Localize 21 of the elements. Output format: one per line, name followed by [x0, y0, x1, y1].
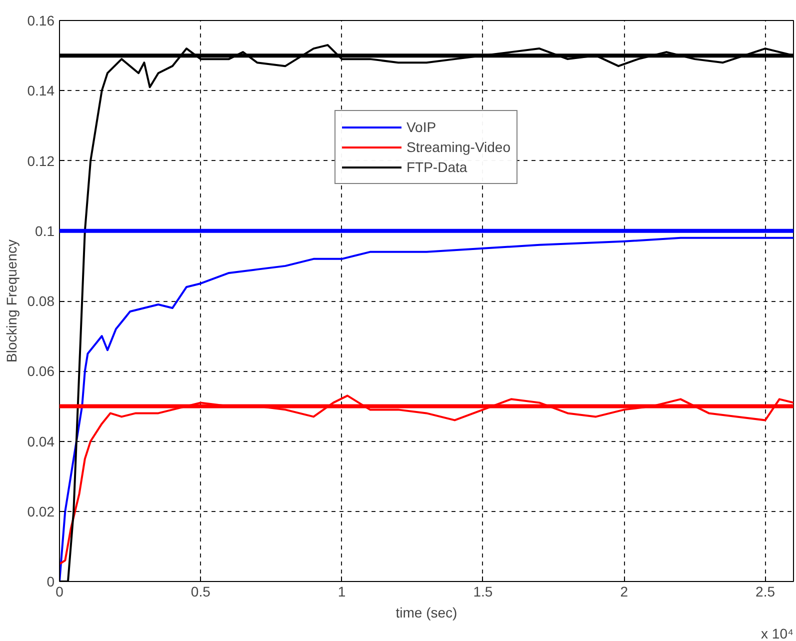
x-tick-label: 0.5 [190, 584, 211, 600]
y-axis-title: Blocking Frequency [3, 240, 20, 362]
legend-label: FTP-Data [406, 159, 468, 175]
text: x 10⁴ [761, 626, 794, 641]
y-tick-label: 0.02 [27, 503, 55, 520]
y-tick-label: 0.08 [27, 293, 55, 309]
x-tick-label: 1 [338, 584, 346, 600]
legend-label: VoIP [406, 119, 436, 135]
y-tick-label: 0.1 [35, 222, 55, 239]
y-tick-label: 0 [46, 574, 55, 590]
legend-label: Streaming-Video [406, 139, 511, 155]
y-tick-label: 0.14 [27, 82, 55, 99]
y-tick-label: 0.06 [27, 363, 55, 380]
x-axis-title: time (sec) [396, 604, 458, 620]
x-tick-label: 2 [620, 584, 628, 600]
y-tick-label: 0.16 [27, 12, 55, 28]
y-tick-label: 0.12 [27, 152, 55, 169]
x-tick-label: 1.5 [473, 584, 493, 600]
x-tick-label: 2.5 [756, 584, 776, 600]
line-series [60, 394, 794, 565]
y-tick-label: 0.04 [27, 433, 55, 450]
